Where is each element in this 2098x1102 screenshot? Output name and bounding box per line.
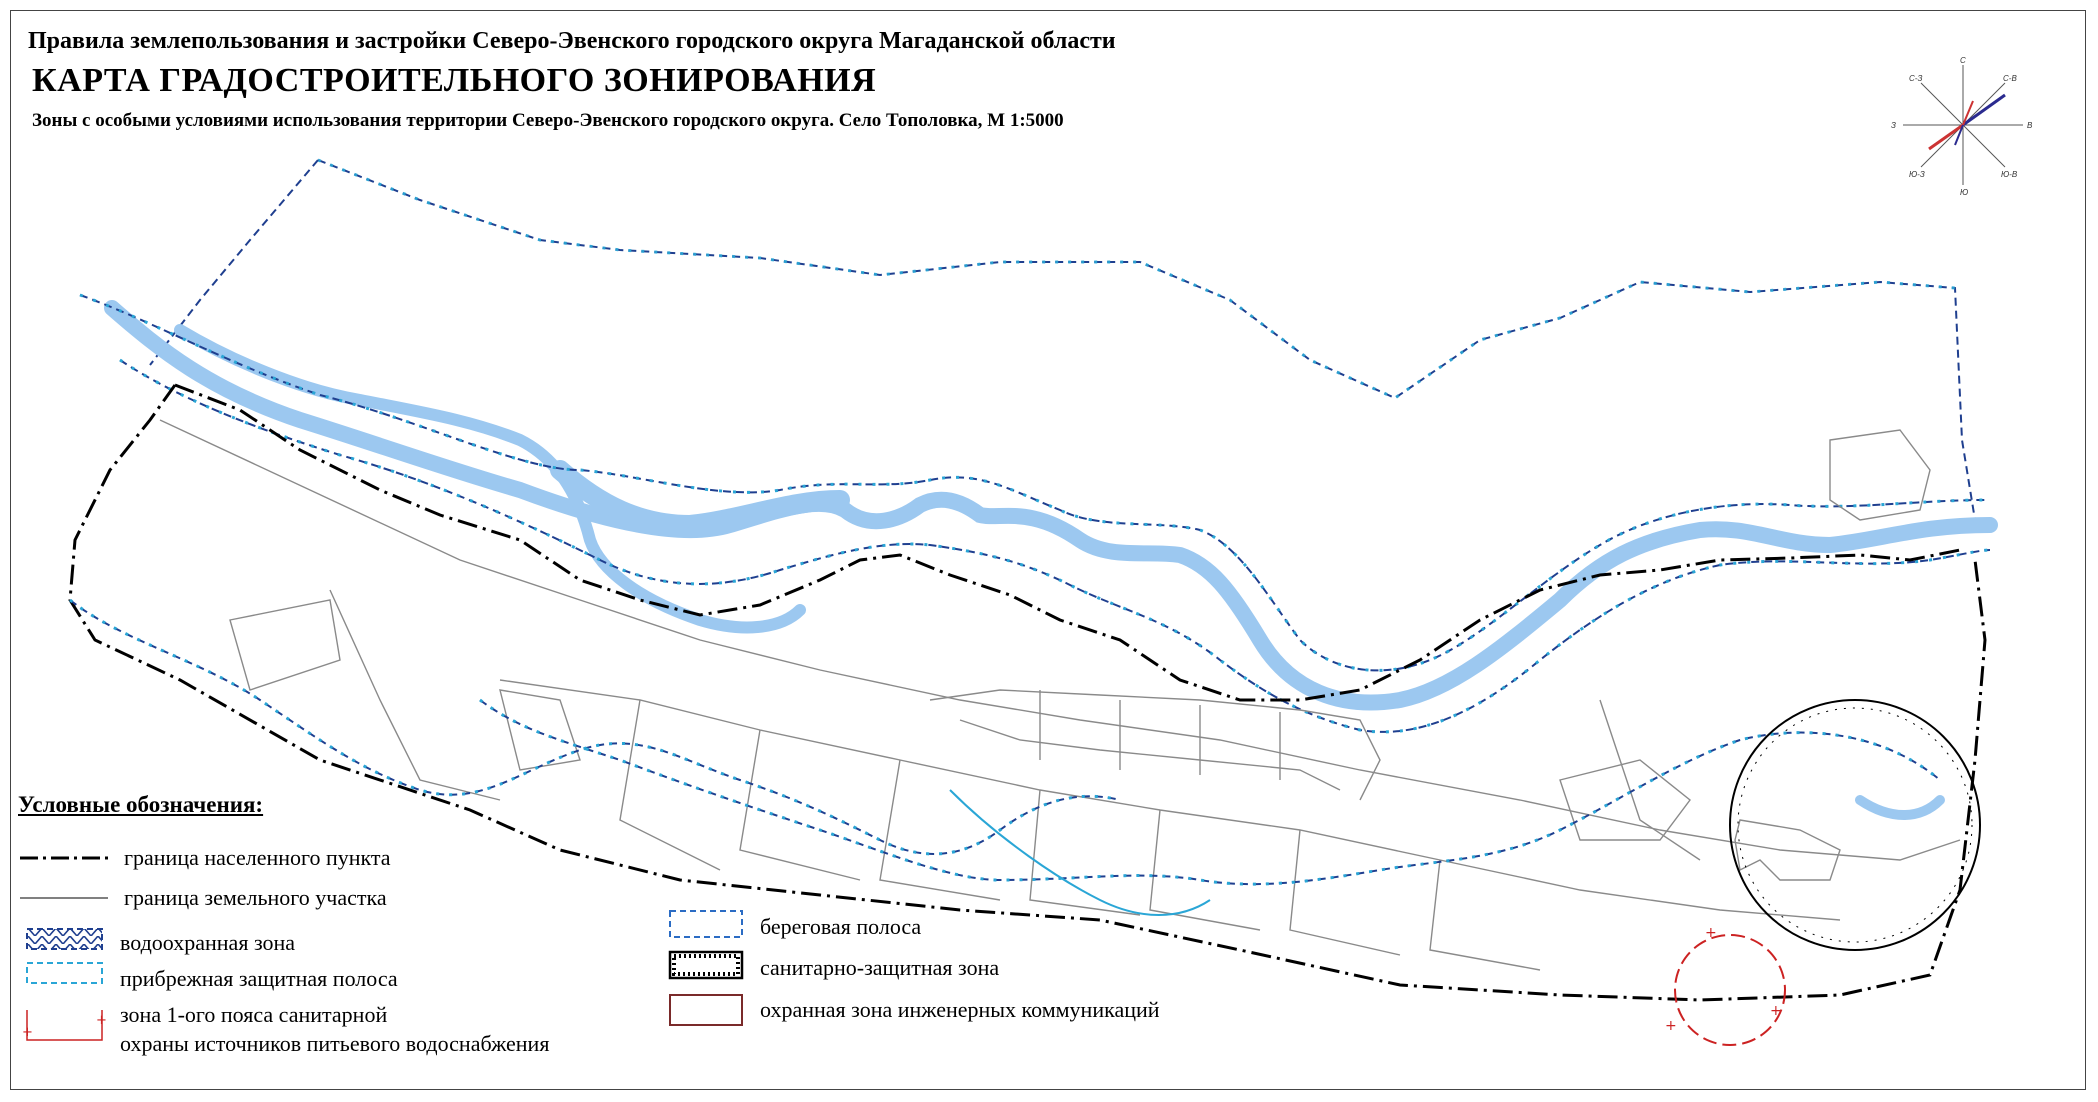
legend-coastal-protective-strip-symbol — [26, 962, 103, 984]
upper-territory-boundary — [317, 159, 1976, 521]
legend-symbols: + + — [20, 856, 744, 1041]
sanitary-protection-zone — [1729, 699, 1981, 951]
compass-sw-label: Ю-З — [1909, 170, 1925, 179]
legend-sanitary-zone-1-symbol: + + — [22, 1010, 107, 1041]
river — [104, 300, 1998, 711]
compass-se-label: Ю-В — [2001, 170, 2018, 179]
compass-e-label: В — [2027, 121, 2033, 130]
compass-ne-label: С-В — [2003, 74, 2017, 83]
compass-n-label: С — [1960, 56, 1966, 65]
legend-label-utility-zone: охранная зона инженерных коммуникаций — [760, 997, 1160, 1022]
legend-water-protection-zone-symbol — [26, 928, 103, 950]
legend-label-sanitary-zone-1: зона 1-ого пояса санитарной — [120, 1002, 388, 1027]
legend-sanitary-protection-zone-symbol — [668, 950, 744, 980]
svg-text:+: + — [1770, 1003, 1782, 1019]
map-title: КАРТА ГРАДОСТРОИТЕЛЬНОГО ЗОНИРОВАНИЯ — [32, 62, 877, 99]
stream-channel — [69, 599, 1121, 855]
map-frame — [10, 10, 2086, 1090]
legend-label-parcel-boundary: граница земельного участка — [124, 885, 387, 910]
compass-s-label: Ю — [1960, 188, 1968, 197]
rules-title: Правила землепользования и застройки Сев… — [28, 28, 1116, 54]
settlement-boundary — [68, 384, 1987, 1002]
legend-label-water-protection-zone: водоохранная зона — [120, 930, 296, 955]
svg-text:+: + — [96, 1013, 107, 1028]
svg-text:+: + — [1665, 1018, 1677, 1034]
legend-label-coastal-protective-strip: прибрежная защитная полоса — [120, 966, 398, 991]
legend-label-sanitary-zone-1-line2: охраны источников питьевого водоснабжени… — [120, 1031, 550, 1056]
legend-utility-zone-symbol — [669, 994, 743, 1026]
legend-title: Условные обозначения: — [18, 792, 264, 817]
svg-text:+: + — [22, 1025, 33, 1040]
legend-label-settlement-boundary: граница населенного пункта — [124, 845, 391, 870]
legend-coastal-strip-symbol — [669, 910, 743, 938]
compass-w-label: З — [1891, 121, 1896, 130]
land-parcels — [159, 419, 1961, 971]
map-subtitle: Зоны с особыми условиями использования т… — [32, 110, 1064, 131]
water-protection-zone-south — [119, 359, 1991, 733]
legend-label-sanitary-protection-zone: санитарно-защитная зона — [760, 955, 1000, 980]
water-source-zone-1: + + + — [1665, 925, 1786, 1046]
compass-icon: С Ю В З С-В С-З Ю-В Ю-З — [1891, 56, 2033, 197]
svg-text:+: + — [1705, 925, 1717, 941]
compass-nw-label: С-З — [1909, 74, 1922, 83]
legend-label-coastal-strip: береговая полоса — [760, 914, 922, 939]
